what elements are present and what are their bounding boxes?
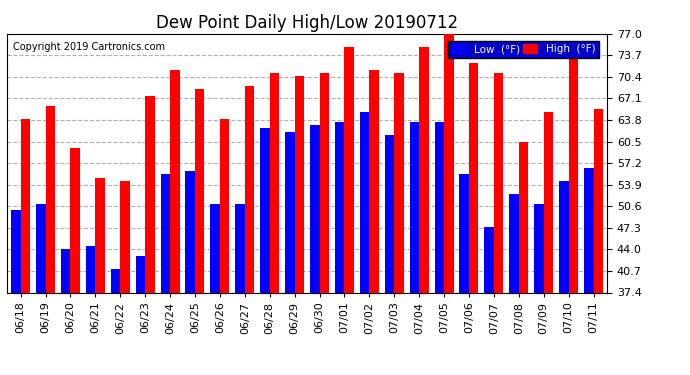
Bar — [444, 34, 453, 292]
Bar — [519, 142, 529, 292]
Bar — [360, 112, 369, 292]
Bar — [111, 269, 120, 292]
Bar — [120, 181, 130, 292]
Bar — [46, 106, 55, 292]
Bar — [195, 89, 204, 292]
Bar — [593, 109, 603, 292]
Bar — [469, 63, 478, 292]
Bar — [285, 132, 295, 292]
Bar — [369, 70, 379, 292]
Bar — [95, 177, 105, 292]
Bar — [344, 47, 354, 292]
Bar — [584, 168, 593, 292]
Bar — [36, 204, 46, 292]
Bar — [136, 256, 145, 292]
Bar — [310, 125, 319, 292]
Text: Copyright 2019 Cartronics.com: Copyright 2019 Cartronics.com — [13, 42, 165, 51]
Legend: Low  (°F), High  (°F): Low (°F), High (°F) — [448, 40, 599, 58]
Bar — [419, 47, 428, 292]
Bar — [544, 112, 553, 292]
Bar — [460, 174, 469, 292]
Bar — [319, 73, 329, 292]
Bar — [21, 119, 30, 292]
Bar — [559, 181, 569, 292]
Bar — [70, 148, 80, 292]
Bar — [11, 210, 21, 292]
Bar — [534, 204, 544, 292]
Bar — [220, 119, 229, 292]
Bar — [86, 246, 95, 292]
Bar — [509, 194, 519, 292]
Bar — [410, 122, 419, 292]
Bar — [235, 204, 245, 292]
Bar — [61, 249, 70, 292]
Bar — [270, 73, 279, 292]
Title: Dew Point Daily High/Low 20190712: Dew Point Daily High/Low 20190712 — [156, 14, 458, 32]
Bar — [435, 122, 444, 292]
Bar — [170, 70, 179, 292]
Bar — [335, 122, 344, 292]
Bar — [385, 135, 394, 292]
Bar — [295, 76, 304, 292]
Bar — [210, 204, 220, 292]
Bar — [394, 73, 404, 292]
Bar — [484, 226, 494, 292]
Bar — [569, 47, 578, 292]
Bar — [245, 86, 254, 292]
Bar — [494, 73, 503, 292]
Bar — [186, 171, 195, 292]
Bar — [260, 129, 270, 292]
Bar — [145, 96, 155, 292]
Bar — [161, 174, 170, 292]
